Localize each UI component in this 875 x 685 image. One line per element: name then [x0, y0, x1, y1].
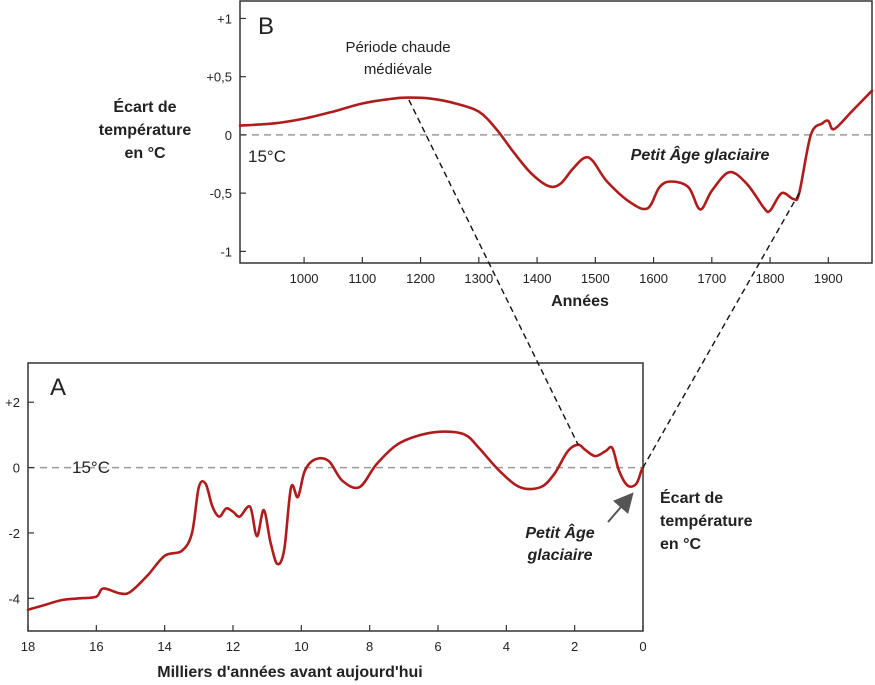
b-ytick-label: -0,5 — [210, 186, 232, 201]
panel-a-lia-label-1: Petit Âge — [525, 523, 594, 542]
panel-b-warm-period-label-1: Période chaude — [345, 39, 450, 56]
a-xtick-label: 16 — [89, 639, 103, 654]
b-xtick-label: 1600 — [639, 271, 668, 286]
zoom-connector-right — [642, 192, 800, 468]
b-xtick-label: 1700 — [697, 271, 726, 286]
panel-a-letter: A — [50, 374, 66, 401]
a-xtick-label: 2 — [571, 639, 578, 654]
a-xtick-label: 14 — [157, 639, 171, 654]
a-ytick-label: 0 — [13, 461, 20, 476]
a-xtick-label: 12 — [226, 639, 240, 654]
panel-a-ylabel-1: Écart de — [660, 488, 723, 507]
a-xtick-label: 18 — [21, 639, 35, 654]
panel-b-warm-period-label-2: médiévale — [364, 61, 432, 78]
b-xtick-label: 1800 — [756, 271, 785, 286]
zoom-connector-left — [408, 99, 579, 446]
a-ytick-label: -2 — [8, 526, 20, 541]
b-xtick-label: 1400 — [523, 271, 552, 286]
b-ytick-label: +1 — [217, 11, 232, 26]
a-ytick-label: +2 — [5, 395, 20, 410]
a-xtick-label: 4 — [503, 639, 510, 654]
panel-b-lia-label: Petit Âge glaciaire — [631, 145, 770, 164]
a-ytick-label: -4 — [8, 591, 20, 606]
panel-b-temperature-series — [238, 89, 874, 214]
a-xtick-label: 0 — [639, 639, 646, 654]
panel-a-ylabel-2: température — [660, 513, 753, 530]
b-xtick-label: 1100 — [348, 271, 376, 286]
b-xtick-label: 1300 — [464, 271, 493, 286]
b-xtick-label: 1900 — [814, 271, 843, 286]
panel-a-lia-label-2: glaciaire — [527, 547, 593, 564]
b-xtick-label: 1000 — [290, 271, 319, 286]
panel-a-chart: +20-2-418 16 14 12 10 8 6 4 2 0 A 15°C Petit Âge … — [5, 362, 753, 681]
panel-a-lia-arrow — [607, 492, 634, 523]
panel-b-ref-label: 15°C — [248, 147, 286, 166]
panel-b-ylabel-3: en °C — [124, 145, 166, 162]
panel-b-chart: +1 +0,5 0 -0,5 -1 1000 1100 1200 1300 1400 1500 160… — [99, 0, 874, 310]
panel-b-xlabel: Années — [551, 293, 609, 310]
b-xtick-label: 1500 — [581, 271, 610, 286]
panel-a-ylabel-3: en °C — [660, 536, 702, 553]
panel-a-frame — [27, 362, 644, 632]
a-xtick-label: 8 — [366, 639, 373, 654]
panel-b-ylabel-2: température — [99, 122, 192, 139]
panel-b-frame — [239, 0, 873, 264]
panel-a-ref-label: 15°C — [72, 458, 110, 477]
panel-b-ylabel-1: Écart de — [113, 97, 176, 116]
b-xtick-label: 1200 — [406, 271, 435, 286]
b-ytick-label: -1 — [220, 244, 232, 259]
panel-b-letter: B — [258, 13, 274, 40]
panel-a-temperature-series — [26, 430, 645, 612]
a-xtick-label: 10 — [294, 639, 308, 654]
panel-a-xlabel: Milliers d'années avant aujourd'hui — [157, 664, 422, 681]
a-xtick-label: 6 — [434, 639, 441, 654]
b-ytick-label: 0 — [225, 128, 232, 143]
b-ytick-label: +0,5 — [206, 70, 232, 85]
